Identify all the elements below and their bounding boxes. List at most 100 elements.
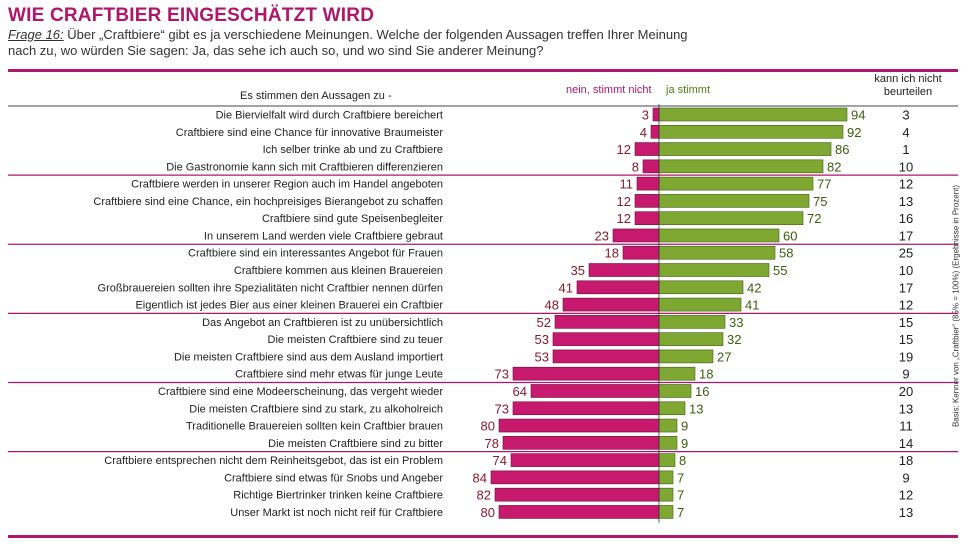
ja-value: 13: [689, 401, 703, 416]
nein-bar: [511, 454, 659, 467]
nein-value: 80: [481, 505, 495, 520]
nein-value: 35: [571, 263, 585, 278]
statement-label: Craftbiere sind eine Chance, ein hochpre…: [93, 196, 443, 208]
ja-bar: [659, 108, 847, 121]
bottom-rule: [8, 535, 958, 538]
kann-value: 15: [899, 332, 913, 347]
nein-bar: [635, 194, 659, 207]
nein-bar: [555, 315, 659, 328]
statement-label: Craftbiere werden in unserer Region auch…: [131, 179, 443, 191]
ja-value: 32: [727, 332, 741, 347]
statement-label: Craftbiere sind etwas für Snobs und Ange…: [224, 472, 443, 484]
ja-value: 18: [699, 367, 713, 382]
ja-value: 16: [695, 384, 709, 399]
ja-bar: [659, 471, 673, 484]
ja-value: 33: [729, 315, 743, 330]
kann-value: 25: [899, 246, 913, 261]
statement-label: Craftbiere sind mehr etwas für junge Leu…: [235, 369, 443, 381]
kann-value: 11: [899, 419, 913, 434]
statement-label: Unser Markt ist noch nicht reif für Craf…: [230, 507, 443, 519]
ja-bar: [659, 384, 691, 397]
nein-bar: [491, 471, 659, 484]
ja-bar: [659, 402, 685, 415]
ja-bar: [659, 367, 695, 380]
nein-bar: [499, 505, 659, 518]
kann-value: 20: [899, 384, 913, 399]
nein-value: 82: [477, 488, 491, 503]
statement-label: Craftbiere kommen aus kleinen Brauereien: [234, 265, 443, 277]
statement-label: In unserem Land werden viele Craftbiere …: [204, 230, 443, 242]
nein-bar: [513, 367, 659, 380]
nein-value: 80: [481, 419, 495, 434]
statement-label: Die meisten Craftbiere sind zu stark, zu…: [189, 403, 443, 415]
nein-value: 23: [595, 228, 609, 243]
nein-bar: [613, 229, 659, 242]
statement-label: Craftbiere sind gute Speisenbegleiter: [262, 213, 443, 225]
kann-value: 18: [899, 453, 913, 468]
nein-value: 53: [535, 332, 549, 347]
diverging-bar-chart: Die Biervielfalt wird durch Craftbiere b…: [0, 0, 968, 546]
nein-bar: [499, 419, 659, 432]
ja-bar: [659, 454, 675, 467]
nein-bar: [553, 333, 659, 346]
ja-bar: [659, 177, 813, 190]
kann-value: 10: [899, 263, 913, 278]
nein-bar: [563, 298, 659, 311]
ja-bar: [659, 333, 723, 346]
ja-value: 92: [847, 125, 861, 140]
nein-bar: [653, 108, 659, 121]
statement-label: Craftbiere sind eine Chance für innovati…: [176, 127, 444, 139]
nein-value: 12: [617, 142, 631, 157]
nein-bar: [637, 177, 659, 190]
nein-value: 12: [617, 194, 631, 209]
kann-value: 12: [899, 488, 913, 503]
nein-value: 73: [495, 401, 509, 416]
ja-value: 58: [779, 246, 793, 261]
nein-bar: [623, 246, 659, 259]
kann-value: 19: [899, 349, 913, 364]
nein-bar: [643, 160, 659, 173]
ja-value: 86: [835, 142, 849, 157]
statement-label: Die Gastronomie kann sich mit Craftbiere…: [166, 161, 443, 173]
ja-bar: [659, 315, 725, 328]
ja-value: 8: [679, 453, 686, 468]
kann-value: 4: [902, 125, 909, 140]
ja-bar: [659, 246, 775, 259]
kann-value: 12: [899, 177, 913, 192]
statement-label: Craftbiere sind ein interessantes Angebo…: [188, 248, 443, 260]
statement-label: Eigentlich ist jedes Bier aus einer klei…: [135, 300, 443, 312]
nein-bar: [513, 402, 659, 415]
nein-bar: [553, 350, 659, 363]
nein-bar: [503, 436, 659, 449]
ja-value: 60: [783, 228, 797, 243]
statement-label: Die meisten Craftbiere sind aus dem Ausl…: [174, 351, 443, 363]
statement-label: Craftbiere sind eine Modeerscheinung, da…: [158, 386, 443, 398]
kann-value: 9: [902, 367, 909, 382]
kann-value: 14: [899, 436, 913, 451]
ja-value: 72: [807, 211, 821, 226]
nein-value: 12: [617, 211, 631, 226]
ja-bar: [659, 264, 769, 277]
statement-label: Die Biervielfalt wird durch Craftbiere b…: [216, 110, 443, 122]
kann-value: 13: [899, 505, 913, 520]
nein-bar: [531, 384, 659, 397]
kann-value: 13: [899, 401, 913, 416]
statement-label: Die meisten Craftbiere sind zu teuer: [268, 334, 444, 346]
ja-value: 7: [677, 488, 684, 503]
statement-label: Traditionelle Brauereien sollten kein Cr…: [186, 421, 443, 433]
nein-value: 84: [473, 470, 487, 485]
ja-bar: [659, 194, 809, 207]
ja-bar: [659, 298, 741, 311]
nein-value: 73: [495, 367, 509, 382]
ja-value: 9: [681, 436, 688, 451]
nein-bar: [651, 125, 659, 138]
ja-bar: [659, 505, 673, 518]
statement-label: Richtige Biertrinker trinken keine Craft…: [233, 490, 443, 502]
statement-label: Craftbiere entsprechen nicht dem Reinhei…: [104, 455, 443, 467]
nein-value: 11: [620, 177, 634, 192]
ja-value: 82: [827, 159, 841, 174]
ja-bar: [659, 281, 743, 294]
nein-value: 78: [485, 436, 499, 451]
ja-bar: [659, 419, 677, 432]
ja-bar: [659, 143, 831, 156]
